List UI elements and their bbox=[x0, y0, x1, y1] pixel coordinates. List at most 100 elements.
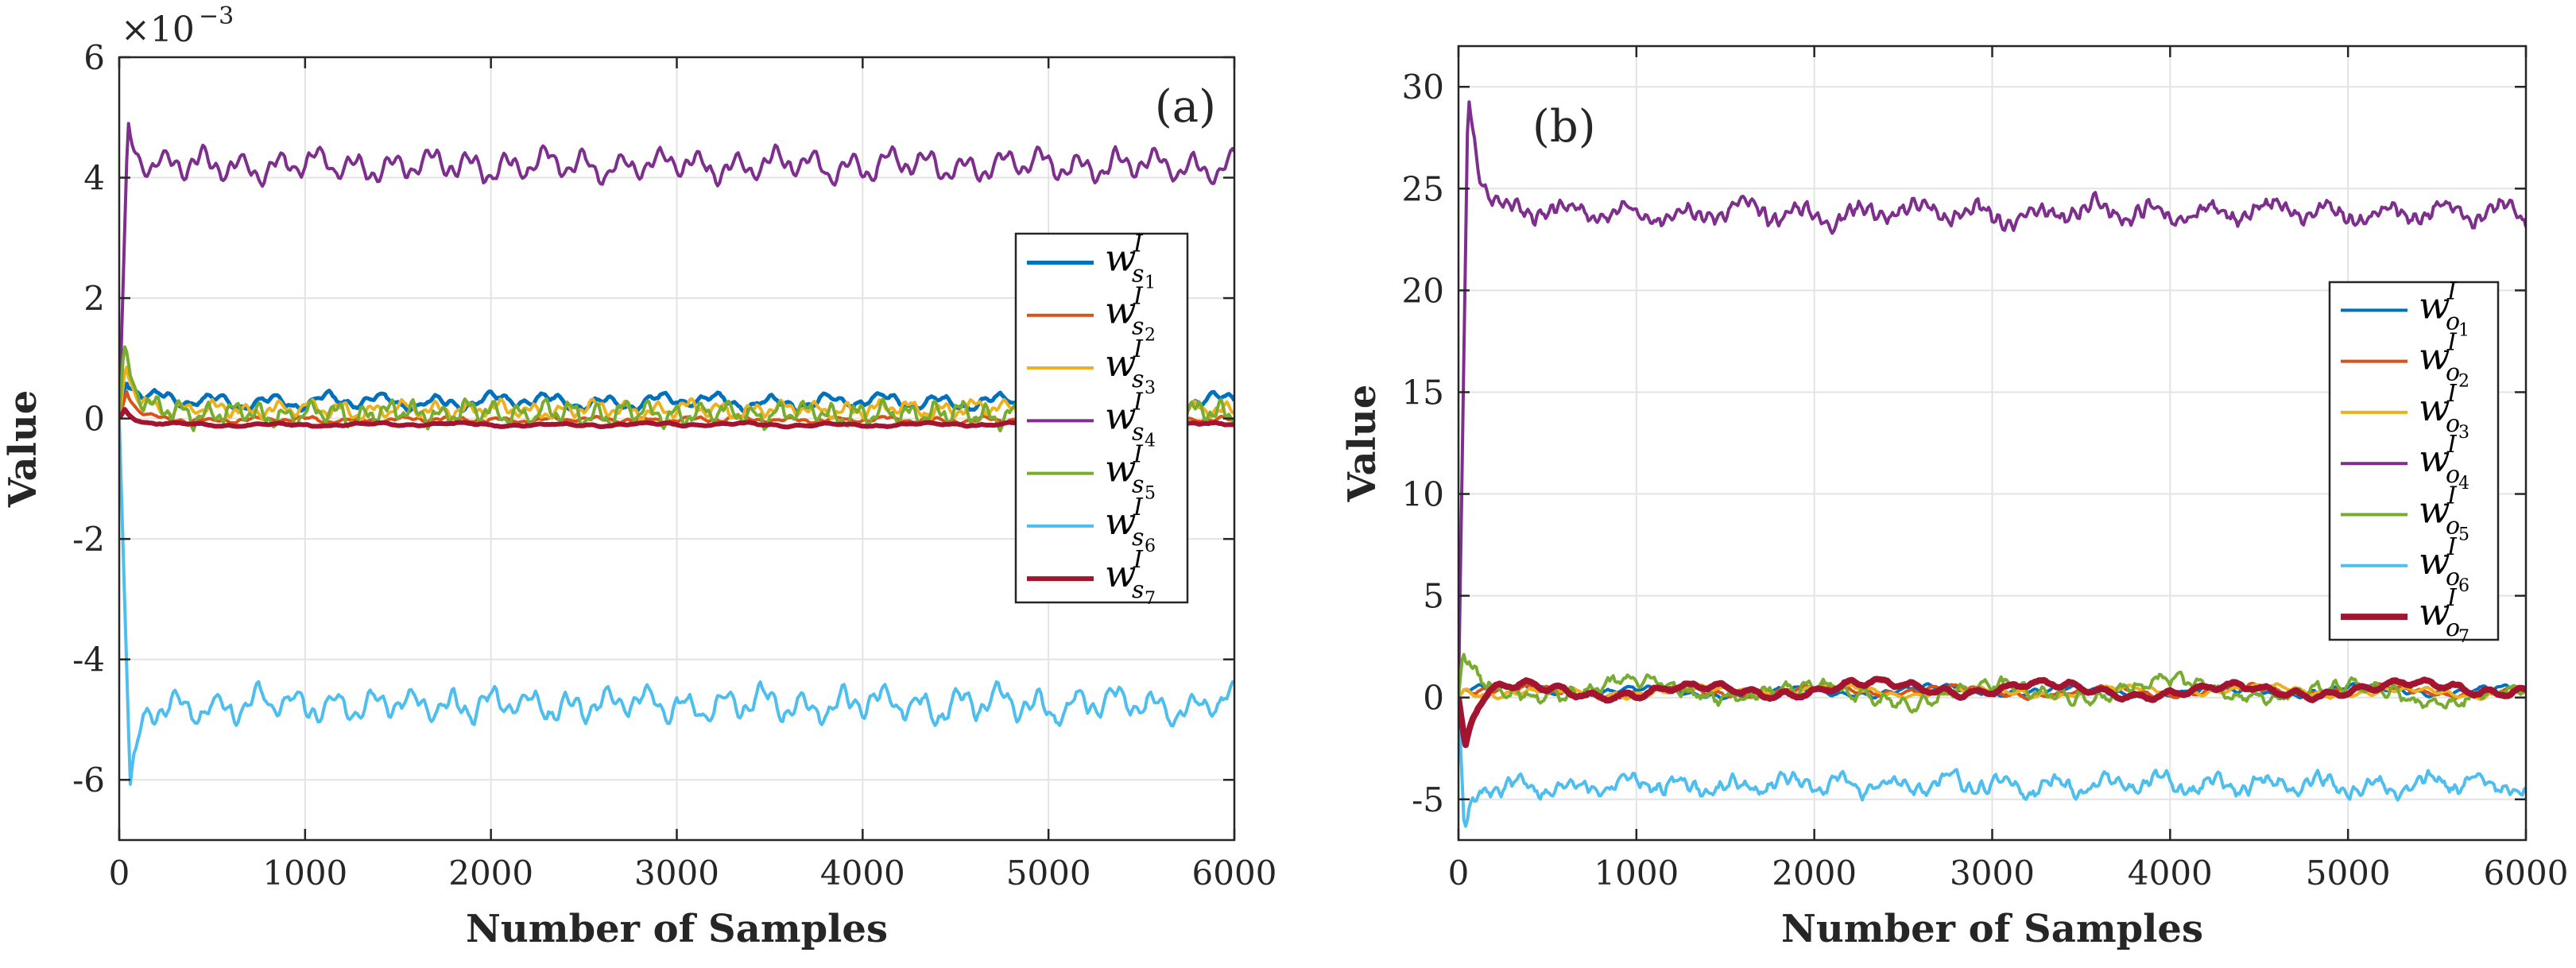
panel-a-legend-label-subsub: 2 bbox=[1145, 326, 1156, 346]
panel-b-legend-label-sub: o bbox=[2446, 513, 2460, 540]
panel-a-legend-label-sup: I bbox=[1133, 494, 1144, 521]
panel-a-legend-label-sup: I bbox=[1133, 283, 1144, 311]
panel-b-legend-label: w bbox=[2419, 335, 2450, 378]
panel-b-x-tick-label: 6000 bbox=[2484, 854, 2569, 892]
panel-a: 0 1000 2000 3000 4000 5000 6000 -6 -4 -2 0 2 4 6 Num… bbox=[1, 2, 1276, 951]
panel-a-x-axis-title: Number of Samples bbox=[466, 907, 888, 951]
panel-a-legend-label-sub: s bbox=[1132, 418, 1144, 446]
panel-a-y-tick-label: -2 bbox=[72, 520, 105, 559]
panel-a-series-s6 bbox=[119, 418, 1234, 786]
panel-a-legend-label-sub: s bbox=[1132, 471, 1144, 499]
panel-b-legend-label-sup: I bbox=[2446, 329, 2458, 357]
panel-a-y-tick-label: -6 bbox=[72, 761, 105, 800]
panel-a-x-tick-label: 3000 bbox=[634, 854, 719, 892]
panel-a-legend-label: w bbox=[1105, 447, 1136, 490]
panel-a-x-tick-label: 5000 bbox=[1006, 854, 1091, 892]
panel-a-legend-entry: wIs 4 bbox=[1027, 388, 1156, 451]
panel-a-legend-label-sub: s bbox=[1132, 260, 1144, 288]
panel-a-legend-entry: wIs 3 bbox=[1027, 335, 1156, 398]
panel-a-legend-label-sub: s bbox=[1132, 524, 1144, 552]
panel-a-exponent-power: −3 bbox=[199, 2, 234, 30]
panel-b-legend-label-subsub: 7 bbox=[2458, 627, 2469, 647]
panel-a-legend-entry: wIs 1 bbox=[1027, 230, 1156, 292]
panel-a-legend-label-subsub: 5 bbox=[1145, 484, 1156, 504]
panel-b-legend-label: w bbox=[2419, 437, 2450, 480]
panel-a-x-tick-label: 2000 bbox=[448, 854, 533, 892]
panel-a-legend-label-sub: s bbox=[1132, 313, 1144, 341]
panel-a-legend-label-subsub: 4 bbox=[1145, 431, 1156, 451]
panel-a-legend-label-subsub: 3 bbox=[1145, 378, 1156, 398]
panel-a-legend-label-sup: I bbox=[1133, 335, 1144, 363]
panel-b: 0 1000 2000 3000 4000 5000 6000 -5051015202530… bbox=[1340, 45, 2569, 951]
panel-a-legend-label-sup: I bbox=[1133, 388, 1144, 416]
panel-b-legend-box bbox=[2328, 281, 2500, 641]
panel-b-legend-label-subsub: 2 bbox=[2458, 372, 2469, 392]
panel-b-legend-label-sub: o bbox=[2446, 308, 2460, 335]
panel-b-legend-label-sup: I bbox=[2446, 380, 2458, 408]
panel-b-legend-label-sup: I bbox=[2446, 533, 2458, 561]
panel-b-legend-label-subsub: 3 bbox=[2458, 423, 2469, 443]
panel-a-legend-label-sup: I bbox=[1133, 230, 1144, 257]
panel-a-y-tick-label: 6 bbox=[83, 38, 105, 77]
panel-b-x-tick-label: 4000 bbox=[2128, 854, 2213, 892]
panel-b-legend-label-sup: I bbox=[2446, 431, 2458, 459]
panel-a-x-tick-label: 1000 bbox=[262, 854, 347, 892]
panel-a-x-ticks: 0 1000 2000 3000 4000 5000 6000 bbox=[109, 57, 1277, 892]
panel-b-legend-label: w bbox=[2419, 590, 2450, 633]
panel-b-legend-label-subsub: 5 bbox=[2458, 525, 2469, 545]
panel-b-series-o7 bbox=[1458, 676, 2526, 749]
panel-b-y-tick-label: -5 bbox=[1412, 780, 1444, 819]
panel-b-legend-label: w bbox=[2419, 284, 2450, 327]
panel-b-legend-label: w bbox=[2419, 540, 2450, 583]
panel-b-x-axis-title: Number of Samples bbox=[1781, 907, 2203, 951]
panel-a-legend-label-subsub: 6 bbox=[1145, 536, 1156, 556]
panel-b-legend-label-subsub: 4 bbox=[2458, 474, 2469, 494]
panel-b-y-tick-label: 25 bbox=[1402, 169, 1444, 208]
panel-b-y-axis-title: Value bbox=[1340, 385, 1385, 503]
panel-b-legend-label-sup: I bbox=[2446, 277, 2458, 305]
panel-b-legend-label-sub: o bbox=[2446, 359, 2460, 387]
panel-a-legend-entry: wIs 5 bbox=[1027, 441, 1156, 504]
panel-a-y-tick-label: 4 bbox=[83, 159, 105, 198]
panel-b-y-tick-label: 0 bbox=[1423, 679, 1444, 718]
panel-b-legend-label: w bbox=[2419, 386, 2450, 429]
panel-b-x-tick-label: 5000 bbox=[2306, 854, 2391, 892]
panel-a-x-tick-label: 4000 bbox=[820, 854, 905, 892]
panel-a-legend-label: w bbox=[1105, 236, 1136, 279]
panel-b-x-tick-label: 2000 bbox=[1772, 854, 1857, 892]
panel-b-legend-label-sup: I bbox=[2446, 482, 2458, 510]
panel-b-legend-label-sub: o bbox=[2446, 614, 2460, 642]
panel-a-legend-label-subsub: 1 bbox=[1145, 273, 1156, 292]
panel-b-y-tick-label: 30 bbox=[1402, 68, 1444, 106]
panel-b-series-o4 bbox=[1458, 100, 2526, 698]
panel-a-legend-entry: wIs 7 bbox=[1027, 546, 1156, 609]
panel-a-series-s4 bbox=[119, 122, 1234, 419]
panel-a-legend-label-subsub: 7 bbox=[1145, 589, 1156, 609]
panel-b-x-ticks: 0 1000 2000 3000 4000 5000 6000 bbox=[1448, 46, 2569, 892]
panel-a-x-tick-label: 0 bbox=[109, 854, 130, 892]
panel-b-y-tick-label: 5 bbox=[1423, 577, 1444, 616]
panel-a-legend-label-sup: I bbox=[1133, 546, 1144, 574]
panel-b-legend-label-sub: o bbox=[2446, 410, 2460, 438]
panel-b-series bbox=[1458, 100, 2526, 828]
panel-b-legend-label: w bbox=[2419, 489, 2450, 532]
panel-a-y-tick-label: 2 bbox=[83, 279, 105, 318]
panel-a-exponent-base: ×10 bbox=[121, 10, 195, 50]
panel-a-x-tick-label: 6000 bbox=[1192, 854, 1277, 892]
panel-a-legend-label-sup: I bbox=[1133, 441, 1144, 469]
panel-a-legend-label: w bbox=[1105, 552, 1136, 595]
panel-a-legend-label: w bbox=[1105, 394, 1136, 437]
panel-b-legend-label-sup: I bbox=[2446, 584, 2458, 612]
panel-a-y-ticks: -6 -4 -2 0 2 4 6 bbox=[72, 38, 1234, 800]
panel-a-legend-entry: wIs 2 bbox=[1027, 283, 1156, 346]
